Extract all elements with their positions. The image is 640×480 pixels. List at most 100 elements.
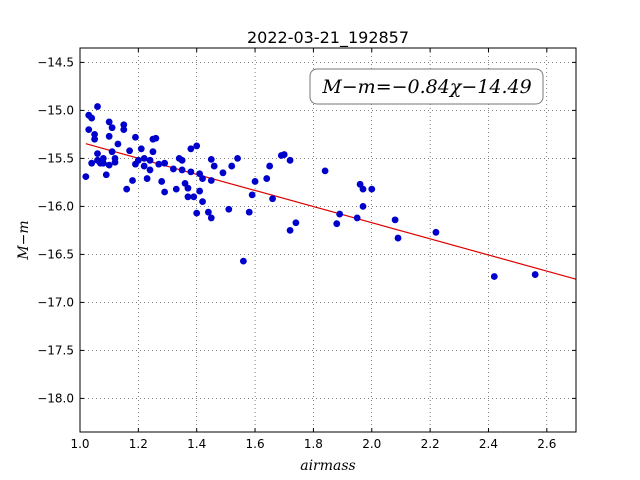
data-point (146, 166, 154, 174)
y-tick-label: −15.0 (37, 103, 74, 117)
data-point (280, 151, 288, 158)
data-point (184, 184, 192, 192)
annotation-box (309, 68, 544, 105)
x-axis-label: airmass (300, 458, 356, 474)
data-point (225, 205, 233, 213)
x-tick-label: 2.2 (421, 437, 440, 451)
data-point (152, 134, 160, 142)
data-point (143, 175, 151, 182)
data-point (263, 175, 271, 182)
data-point (269, 195, 276, 203)
data-point (187, 168, 195, 176)
data-point (207, 214, 215, 222)
x-tick-label: 1.2 (129, 437, 148, 451)
data-point (204, 208, 212, 216)
data-point (219, 169, 227, 177)
x-tick-label: 2.0 (362, 437, 381, 451)
x-tick-label: 1.0 (70, 437, 89, 451)
y-tick-label: −14.5 (37, 55, 74, 69)
data-point (391, 216, 399, 224)
data-point (120, 121, 128, 129)
data-point (333, 220, 341, 228)
data-point (187, 145, 195, 153)
data-point (108, 148, 116, 156)
data-point (336, 210, 344, 218)
data-point (99, 155, 107, 162)
data-point (94, 103, 101, 110)
data-point (178, 156, 186, 164)
data-point (394, 234, 402, 242)
data-point (137, 145, 145, 153)
data-point (85, 126, 93, 133)
x-tick-label: 2.6 (537, 437, 556, 451)
data-point (490, 273, 498, 280)
data-point (82, 173, 90, 181)
data-point (120, 126, 128, 133)
y-tick-label: −17.5 (37, 343, 74, 357)
data-point (140, 155, 148, 162)
data-point (105, 132, 113, 140)
data-point (105, 161, 113, 169)
y-tick-label: −16.0 (37, 199, 74, 213)
data-point (178, 166, 186, 174)
data-point (266, 162, 274, 170)
data-point (149, 148, 157, 156)
data-point (91, 135, 98, 143)
plot-frame (79, 47, 577, 433)
data-point (123, 185, 131, 193)
data-point (207, 155, 215, 163)
data-point (114, 140, 122, 148)
data-point (193, 142, 201, 150)
data-point (199, 198, 206, 206)
axis-ticks: 1.0 1.2 1.4 1.6 1.8 2.0 2.2 2.4 2.6 −14.5 −15.0 −15… (37, 48, 576, 451)
data-point (292, 219, 300, 227)
data-point (88, 114, 96, 122)
data-point (245, 208, 253, 216)
data-point (155, 160, 163, 168)
data-point (286, 156, 294, 164)
data-point (111, 158, 119, 166)
data-point (172, 185, 180, 193)
data-point (91, 131, 98, 138)
data-point (184, 193, 192, 201)
data-point (126, 147, 133, 155)
data-point (207, 177, 215, 184)
data-point (158, 178, 166, 185)
data-point (190, 193, 198, 201)
x-tick-label: 2.4 (479, 437, 498, 451)
data-point (88, 159, 96, 167)
data-point (199, 175, 206, 182)
data-point (228, 162, 236, 170)
data-points (82, 103, 539, 280)
data-point (234, 155, 241, 162)
data-point (99, 159, 107, 167)
data-point (368, 185, 376, 193)
data-point (161, 159, 169, 167)
data-point (132, 133, 139, 141)
data-point (251, 178, 259, 185)
y-tick-label: −18.0 (37, 391, 74, 405)
data-point (321, 167, 329, 175)
data-point (129, 177, 136, 184)
data-point (353, 214, 361, 222)
data-point (161, 188, 169, 196)
data-point (248, 191, 256, 199)
data-point (94, 150, 101, 158)
fit-line (85, 143, 577, 280)
fit-equation-text: M−m=−0.84χ−14.49 (321, 76, 531, 98)
data-point (286, 227, 294, 234)
data-point (432, 228, 440, 236)
data-point (196, 187, 204, 195)
y-axis-label: M−m (16, 220, 32, 260)
data-point (239, 257, 247, 265)
y-tick-label: −15.5 (37, 151, 74, 165)
data-point (102, 171, 110, 179)
data-point (140, 162, 148, 170)
data-point (531, 271, 539, 278)
data-point (108, 124, 116, 132)
grid-lines (79, 48, 576, 432)
x-tick-label: 1.8 (304, 437, 323, 451)
data-point (105, 118, 113, 126)
y-tick-label: −17.0 (37, 295, 74, 309)
y-tick-label: −16.5 (37, 247, 74, 261)
